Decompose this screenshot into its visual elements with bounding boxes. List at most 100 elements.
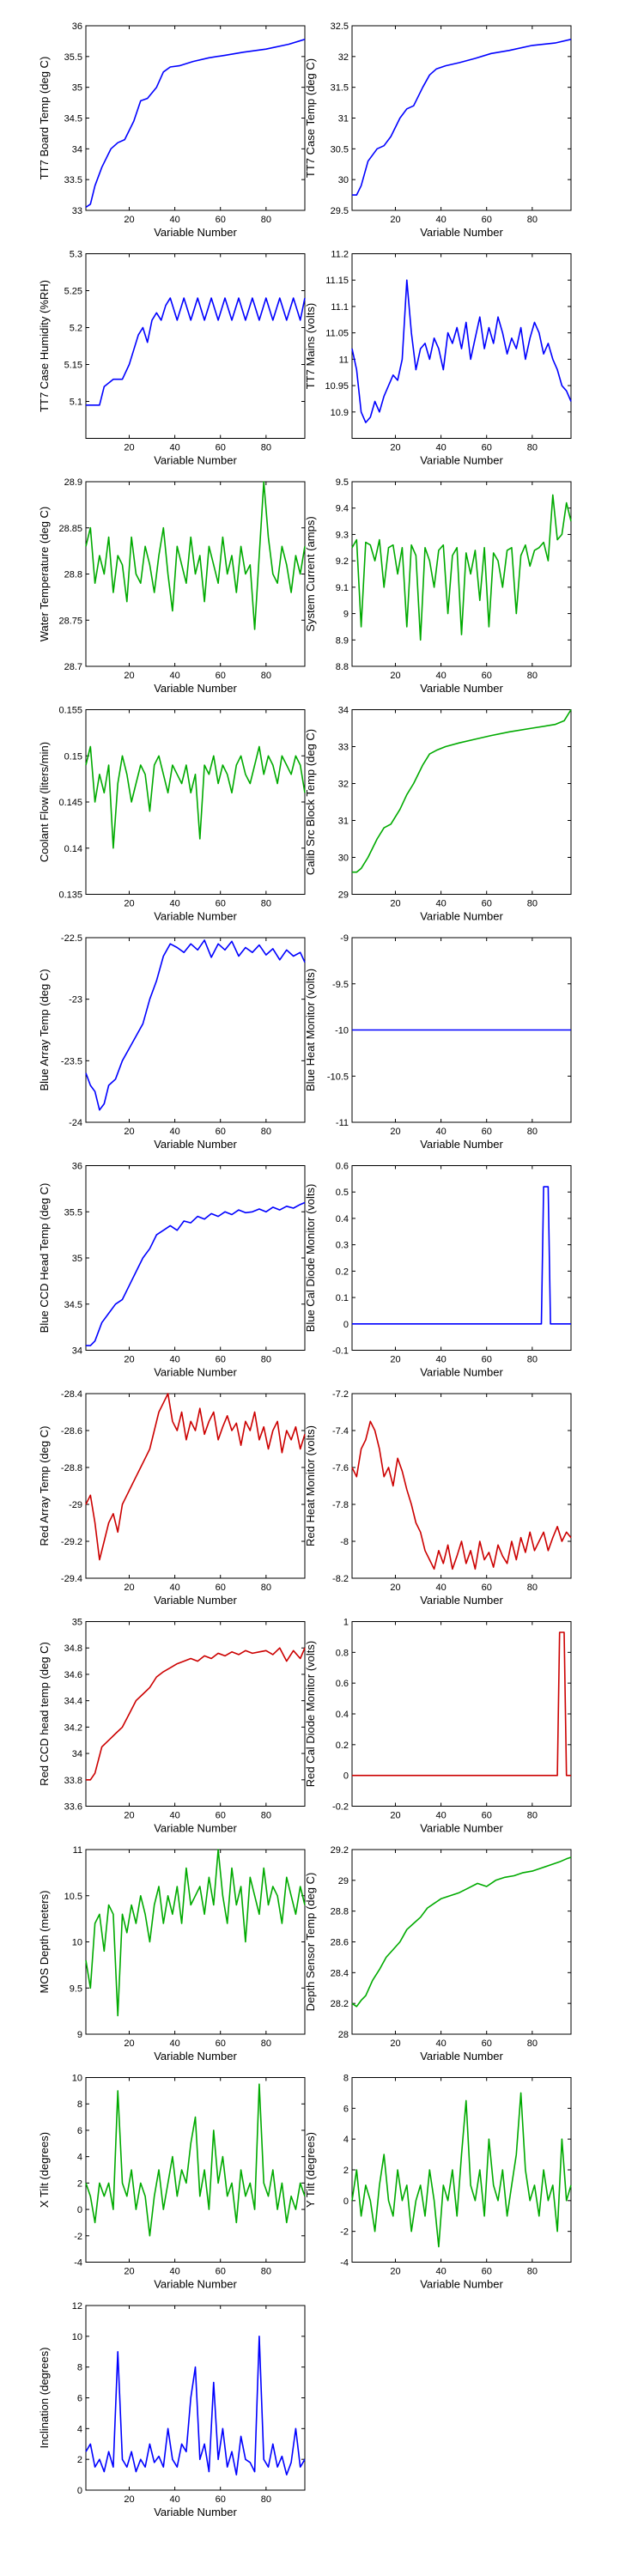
- x-tick-label: 80: [527, 1127, 538, 1137]
- plot-area: [85, 937, 306, 1123]
- x-tick-label: 60: [482, 671, 492, 681]
- y-tick-label: 11.05: [325, 329, 349, 339]
- y-tick-label: 12: [72, 2301, 82, 2312]
- x-tick-label: 80: [527, 2038, 538, 2049]
- series-line: [352, 39, 572, 196]
- x-axis-label: Variable Number: [420, 226, 503, 239]
- series-line: [85, 2336, 306, 2476]
- x-tick-label: 80: [261, 899, 271, 909]
- x-tick-label: 80: [261, 443, 271, 453]
- chart-panel: 20 40 60 80 -11 -10.5 -10 -9.5 -9 Variable Number…: [304, 933, 572, 1151]
- series-line: [351, 494, 572, 641]
- y-tick-label: 4: [77, 2424, 82, 2434]
- x-tick-label: 60: [482, 1355, 492, 1365]
- chart-panel: 20 40 60 80 0 2 4 6 8 10 12 Variable Number Inclinat…: [38, 2301, 306, 2518]
- x-tick-label: 80: [527, 671, 538, 681]
- x-tick-label: 20: [124, 1811, 134, 1821]
- y-tick-label: -29.4: [61, 1574, 82, 1584]
- y-tick-label: -11: [336, 1118, 349, 1128]
- y-tick-label: 36: [72, 21, 82, 32]
- series-line: [85, 939, 306, 1111]
- x-tick-label: 80: [261, 2038, 271, 2049]
- x-tick-label: 80: [527, 443, 538, 453]
- x-tick-label: 80: [261, 215, 271, 225]
- series-line: [351, 279, 572, 423]
- y-tick-label: 34: [72, 1346, 82, 1357]
- y-tick-label: 0: [343, 1320, 349, 1330]
- y-axis-label: Blue CCD Head Temp (deg C): [38, 1183, 51, 1334]
- chart-panel: 20 40 60 80 8.8 8.9 9 9.1 9.2 9.3 9.4 9.5 Variable N…: [304, 477, 572, 695]
- x-tick-label: 60: [216, 1811, 226, 1821]
- y-tick-label: 0.5: [336, 1188, 349, 1198]
- y-axis-label: TT7 Mains (volts): [304, 303, 317, 389]
- x-tick-label: 60: [216, 2038, 226, 2049]
- y-tick-label: 9.2: [336, 556, 349, 567]
- y-tick-label: 29.2: [331, 1845, 349, 1856]
- y-tick-label: 29.5: [331, 206, 349, 216]
- x-tick-label: 20: [390, 215, 400, 225]
- y-tick-label: 0.4: [336, 1214, 349, 1224]
- x-axis-label: Variable Number: [420, 2050, 503, 2063]
- plot-area: [85, 253, 306, 439]
- plot-area: [351, 481, 572, 667]
- x-tick-label: 60: [482, 1127, 492, 1137]
- y-tick-label: 0.8: [336, 1648, 349, 1658]
- y-tick-label: 36: [72, 1162, 82, 1172]
- plot-area: [351, 709, 572, 895]
- y-tick-label: 33.8: [64, 1776, 82, 1786]
- x-tick-label: 20: [124, 2267, 134, 2277]
- x-tick-label: 20: [390, 671, 400, 681]
- series-line: [352, 709, 572, 873]
- y-tick-label: -7.4: [332, 1426, 349, 1437]
- y-tick-label: 34: [72, 1749, 82, 1759]
- x-tick-label: 40: [435, 1811, 446, 1821]
- x-axis-label: Variable Number: [154, 2050, 237, 2063]
- x-tick-label: 80: [261, 1127, 271, 1137]
- x-tick-label: 40: [435, 443, 446, 453]
- x-tick-label: 40: [169, 1355, 179, 1365]
- x-tick-label: 20: [124, 2038, 134, 2049]
- y-axis-label: MOS Depth (meters): [38, 1891, 51, 1994]
- y-tick-label: 2: [77, 2178, 82, 2189]
- y-tick-label: -0.2: [332, 1802, 349, 1813]
- y-axis-label: Red CCD head temp (deg C): [38, 1642, 51, 1786]
- y-tick-label: -23.5: [61, 1056, 82, 1066]
- series-line: [352, 1186, 571, 1325]
- y-tick-label: 9.5: [336, 477, 349, 488]
- y-axis-label: TT7 Board Temp (deg C): [38, 57, 51, 180]
- y-tick-label: 28.8: [331, 1907, 349, 1917]
- x-tick-label: 20: [390, 2038, 400, 2049]
- x-tick-label: 20: [124, 1127, 134, 1137]
- y-tick-label: 11: [339, 355, 349, 365]
- plot-area: [351, 1621, 572, 1807]
- y-tick-label: 34.5: [64, 114, 82, 125]
- y-tick-label: 31: [338, 817, 349, 827]
- y-tick-label: 0.3: [336, 1241, 349, 1251]
- x-tick-label: 60: [482, 215, 492, 225]
- y-tick-label: 9.3: [336, 530, 349, 540]
- x-tick-label: 20: [124, 899, 134, 909]
- x-tick-label: 80: [261, 671, 271, 681]
- y-tick-label: 0.14: [64, 844, 82, 854]
- y-tick-label: 29: [338, 1876, 349, 1886]
- y-tick-label: 0: [343, 1771, 349, 1782]
- x-tick-label: 60: [482, 899, 492, 909]
- y-axis-label: Calib Src Block Temp (deg C): [304, 729, 317, 875]
- plot-area: [85, 1393, 306, 1579]
- x-tick-label: 40: [169, 1811, 179, 1821]
- y-tick-label: 33: [72, 206, 82, 216]
- y-tick-label: 0.15: [64, 751, 82, 762]
- x-tick-label: 20: [124, 671, 134, 681]
- y-tick-label: -28.6: [61, 1426, 82, 1437]
- y-tick-label: -10: [335, 1026, 349, 1036]
- chart-panel: 20 40 60 80 -0.1 0 0.1 0.2 0.3 0.4 0.5 0.6 Variable …: [304, 1162, 572, 1379]
- y-tick-label: -7.8: [332, 1500, 349, 1510]
- chart-panel: 20 40 60 80 -4 -2 0 2 4 6 8 Variable Number Y Tilt (…: [304, 2074, 572, 2291]
- y-axis-label: Depth Sensor Temp (deg C): [304, 1873, 317, 2012]
- chart-panel: 20 40 60 80 28.7 28.75 28.8 28.85 28.9 Variable N…: [38, 477, 306, 695]
- y-tick-label: 32: [338, 52, 349, 63]
- y-tick-label: 0.4: [336, 1710, 349, 1720]
- y-tick-label: 0.6: [336, 1679, 349, 1689]
- chart-panel: 20 40 60 80 9 9.5 10 10.5 11 Variable Number MOS D…: [38, 1845, 306, 2063]
